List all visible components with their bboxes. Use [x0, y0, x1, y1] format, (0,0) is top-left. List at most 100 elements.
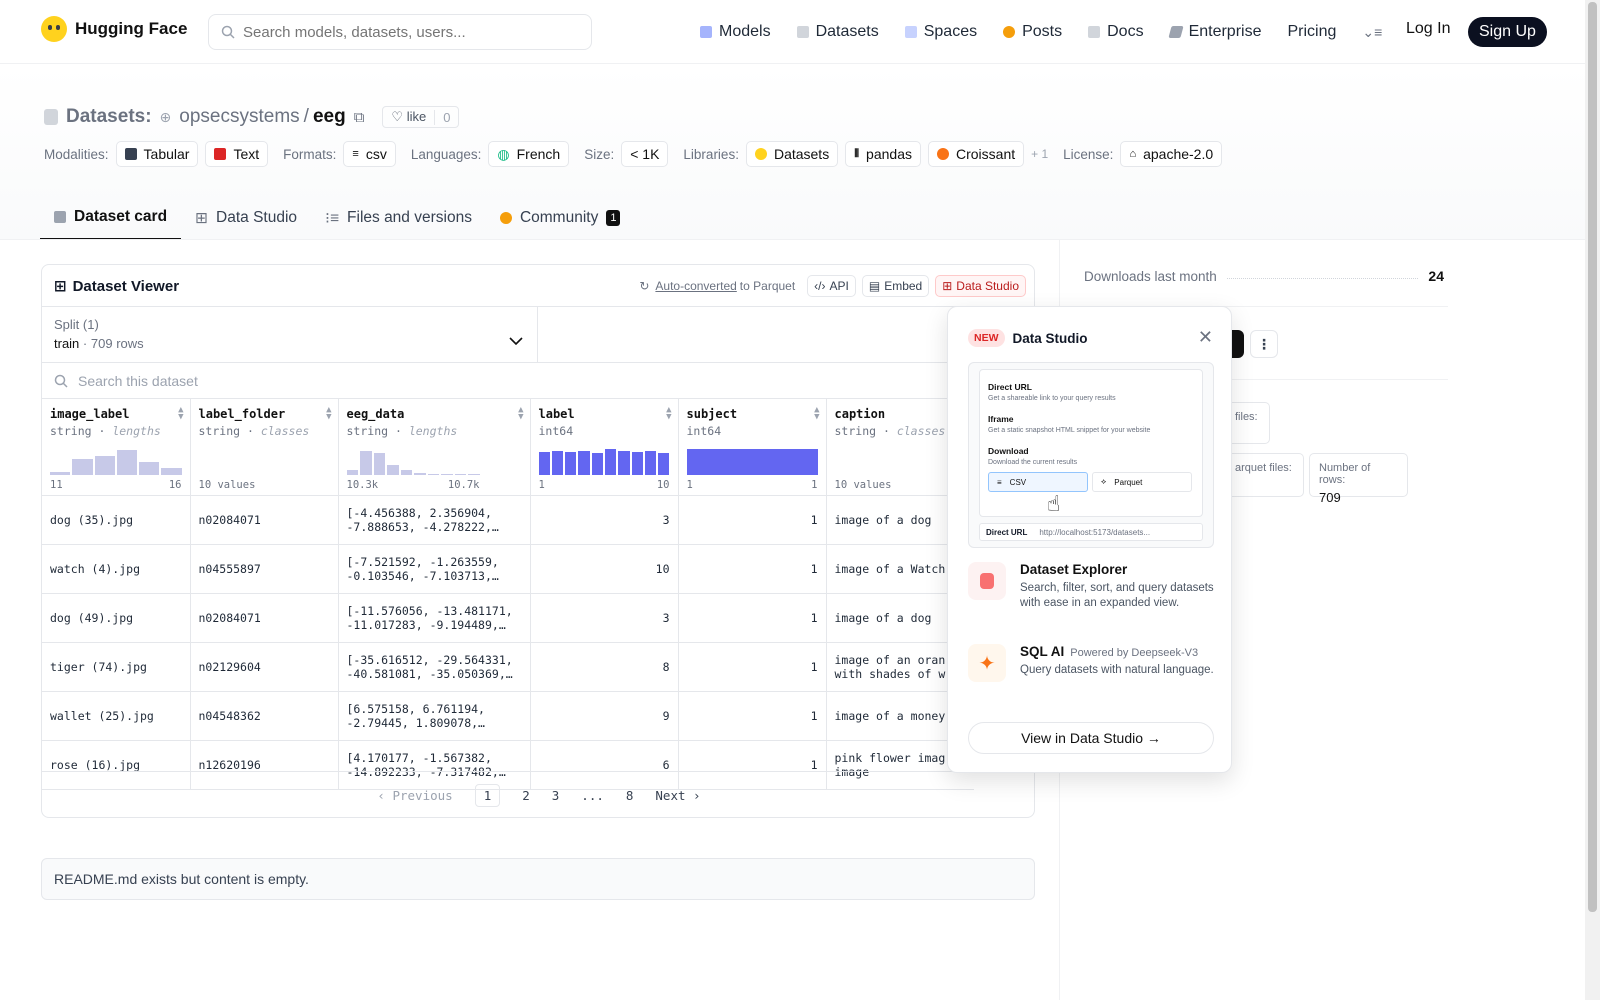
path-separator: / [303, 106, 309, 127]
table-row[interactable]: tiger (74).jpg n02129604 [-35.616512, -2… [42, 642, 974, 692]
scrollbar-thumb[interactable] [1588, 2, 1597, 912]
embed-button[interactable]: ▤ Embed [861, 275, 930, 297]
nav-enterprise[interactable]: Enterprise [1167, 23, 1261, 41]
page-ellipsis: ... [581, 788, 604, 803]
table-row[interactable]: dog (49).jpg n02084071 [-11.576056, -13.… [42, 593, 974, 643]
dataset-explorer-feature: Dataset Explorer Search, filter, sort, a… [968, 562, 1218, 611]
tag-croissant[interactable]: Croissant [927, 141, 1025, 167]
histogram [346, 445, 480, 475]
sort-icon[interactable]: ▲ ▼ [666, 405, 672, 422]
sparkle-icon: ✦ [968, 644, 1006, 682]
data-studio-popup: NEW Data Studio ✕ Direct URL Get a share… [947, 306, 1232, 773]
tag-tabular[interactable]: Tabular [115, 141, 199, 167]
copy-icon[interactable]: ⧉ [353, 108, 365, 126]
parquet-files-stat: arquet files: [1226, 453, 1304, 497]
modalities-label: Modalities: [44, 146, 109, 162]
table-row[interactable]: watch (4).jpg n04555897 [-7.521592, -1.2… [42, 544, 974, 594]
tag-pandas[interactable]: ⦀ pandas [845, 141, 921, 167]
nav-links: Models Datasets Spaces Posts Docs Enterp… [700, 16, 1408, 48]
split-selector[interactable]: Split (1) train · 709 rows [42, 307, 538, 363]
close-icon[interactable]: ✕ [1197, 327, 1213, 347]
page-1[interactable]: 1 [474, 784, 501, 807]
dataset-tabs: Dataset card ⊞ Data Studio ⁝≡ Files and ve… [40, 196, 634, 240]
libraries-label: Libraries: [683, 146, 739, 162]
grid-icon: ⊞ [54, 278, 67, 295]
tag-datasets-lib[interactable]: Datasets [745, 141, 839, 167]
viewer-title: ⊞ Dataset Viewer [54, 277, 180, 296]
hugging-face-logo-icon [41, 16, 67, 42]
owner-link[interactable]: opsecsystems [179, 106, 300, 127]
tag-license[interactable]: ⌂ apache-2.0 [1120, 141, 1223, 167]
histogram [686, 449, 818, 475]
nav-datasets[interactable]: Datasets [796, 23, 879, 41]
column-header-label-folder[interactable]: label_folder string · classes ▲ ▼ 10 valu… [190, 399, 339, 496]
histogram [538, 449, 670, 475]
nav-models[interactable]: Models [700, 23, 771, 41]
top-nav: Hugging Face Models Datasets Spaces Post… [0, 0, 1585, 64]
tab-community[interactable]: Community 1 [486, 196, 635, 240]
tab-data-studio[interactable]: ⊞ Data Studio [195, 209, 298, 227]
page-2[interactable]: 2 [522, 788, 530, 803]
nav-posts[interactable]: Posts [1003, 23, 1062, 41]
sidebar-divider [1232, 379, 1448, 380]
sql-ai-feature: ✦ SQL AI Powered by Deepseek-V3 Query dat… [968, 644, 1218, 682]
column-header-eeg-data[interactable]: eeg_data string · lengths ▲ ▼ 10.3k 10.7k [338, 399, 531, 496]
page-3[interactable]: 3 [551, 788, 560, 803]
search-input[interactable] [243, 23, 573, 41]
rows-stat: Number of rows: 709 [1309, 453, 1408, 505]
pandas-icon: ⦀ [854, 147, 860, 160]
table-row[interactable]: rose (16).jpg n12620196 [4.170177, -1.56… [42, 740, 974, 790]
like-count: 0 [434, 109, 458, 125]
sort-icon[interactable]: ▲ ▼ [814, 405, 820, 422]
downloads-value: 24 [1428, 268, 1444, 284]
tag-text[interactable]: Text [205, 141, 269, 167]
popup-title: NEW Data Studio [968, 329, 1088, 347]
global-search[interactable] [208, 14, 592, 50]
signup-button[interactable]: Sign Up [1468, 17, 1547, 47]
repo-name[interactable]: eeg [312, 106, 346, 127]
more-libraries[interactable]: + 1 [1031, 147, 1049, 161]
sort-icon[interactable]: ▲ ▼ [326, 405, 332, 422]
dataset-search[interactable]: Search this dataset [42, 363, 1034, 399]
login-button[interactable]: Log In [1406, 20, 1451, 37]
downloads-stat: Downloads last month 24 [1084, 268, 1444, 284]
tag-french[interactable]: ◍ French [488, 141, 570, 167]
tag-csv[interactable]: ≡ csv [343, 141, 396, 167]
next-page-button[interactable]: Next › [655, 788, 701, 803]
column-header-image-label[interactable]: image_label string · lengths ▲ ▼ 11 16 [42, 399, 191, 496]
split-right-area [538, 307, 1034, 363]
docs-icon [1088, 26, 1101, 38]
column-header-label[interactable]: label int64 ▲ ▼ 1 10 [530, 399, 679, 496]
pagination: ‹ Previous 1 2 3 ... 8 Next › [42, 771, 1034, 817]
dataset-search-placeholder: Search this dataset [78, 372, 198, 389]
csv-icon: ≡ [352, 148, 359, 160]
nav-pricing[interactable]: Pricing [1287, 23, 1337, 40]
data-studio-button[interactable]: ⊞ Data Studio [935, 275, 1026, 297]
action-button-edge[interactable] [1232, 330, 1244, 358]
sort-icon[interactable]: ▲ ▼ [518, 405, 524, 422]
tab-files[interactable]: ⁝≡ Files and versions [325, 209, 472, 227]
tag-size[interactable]: < 1K [621, 141, 669, 167]
table-row[interactable]: wallet (25).jpg n04548362 [6.575158, 6.7… [42, 691, 974, 741]
nav-spaces[interactable]: Spaces [904, 23, 977, 41]
heart-icon: ♡ [391, 109, 404, 124]
auto-converted-link[interactable]: Auto-converted [655, 279, 737, 293]
previous-page-button[interactable]: ‹ Previous [377, 788, 453, 803]
nav-docs[interactable]: Docs [1088, 23, 1144, 41]
page-8[interactable]: 8 [625, 788, 634, 803]
tab-dataset-card[interactable]: Dataset card [40, 196, 182, 240]
header-divider [0, 239, 1585, 240]
page-scrollbar[interactable] [1585, 0, 1600, 1000]
more-menu-icon[interactable]: ⌄≡ [1362, 23, 1383, 40]
more-options-icon[interactable]: ⋮ [1250, 330, 1278, 358]
brand-logo[interactable]: Hugging Face [41, 16, 187, 42]
new-badge: NEW [968, 329, 1005, 347]
sort-icon[interactable]: ▲ ▼ [178, 405, 184, 422]
api-button[interactable]: ‹/› API [807, 275, 856, 297]
table-row[interactable]: dog (35).jpg n02084071 [-4.456388, 2.356… [42, 495, 974, 545]
size-label: Size: [584, 146, 615, 162]
like-button[interactable]: ♡ like 0 [382, 106, 460, 128]
viewer-actions: ↻ Auto-converted to Parquet ‹/› API ▤ Embe… [639, 275, 1026, 297]
view-in-data-studio-button[interactable]: View in Data Studio → [968, 722, 1214, 754]
